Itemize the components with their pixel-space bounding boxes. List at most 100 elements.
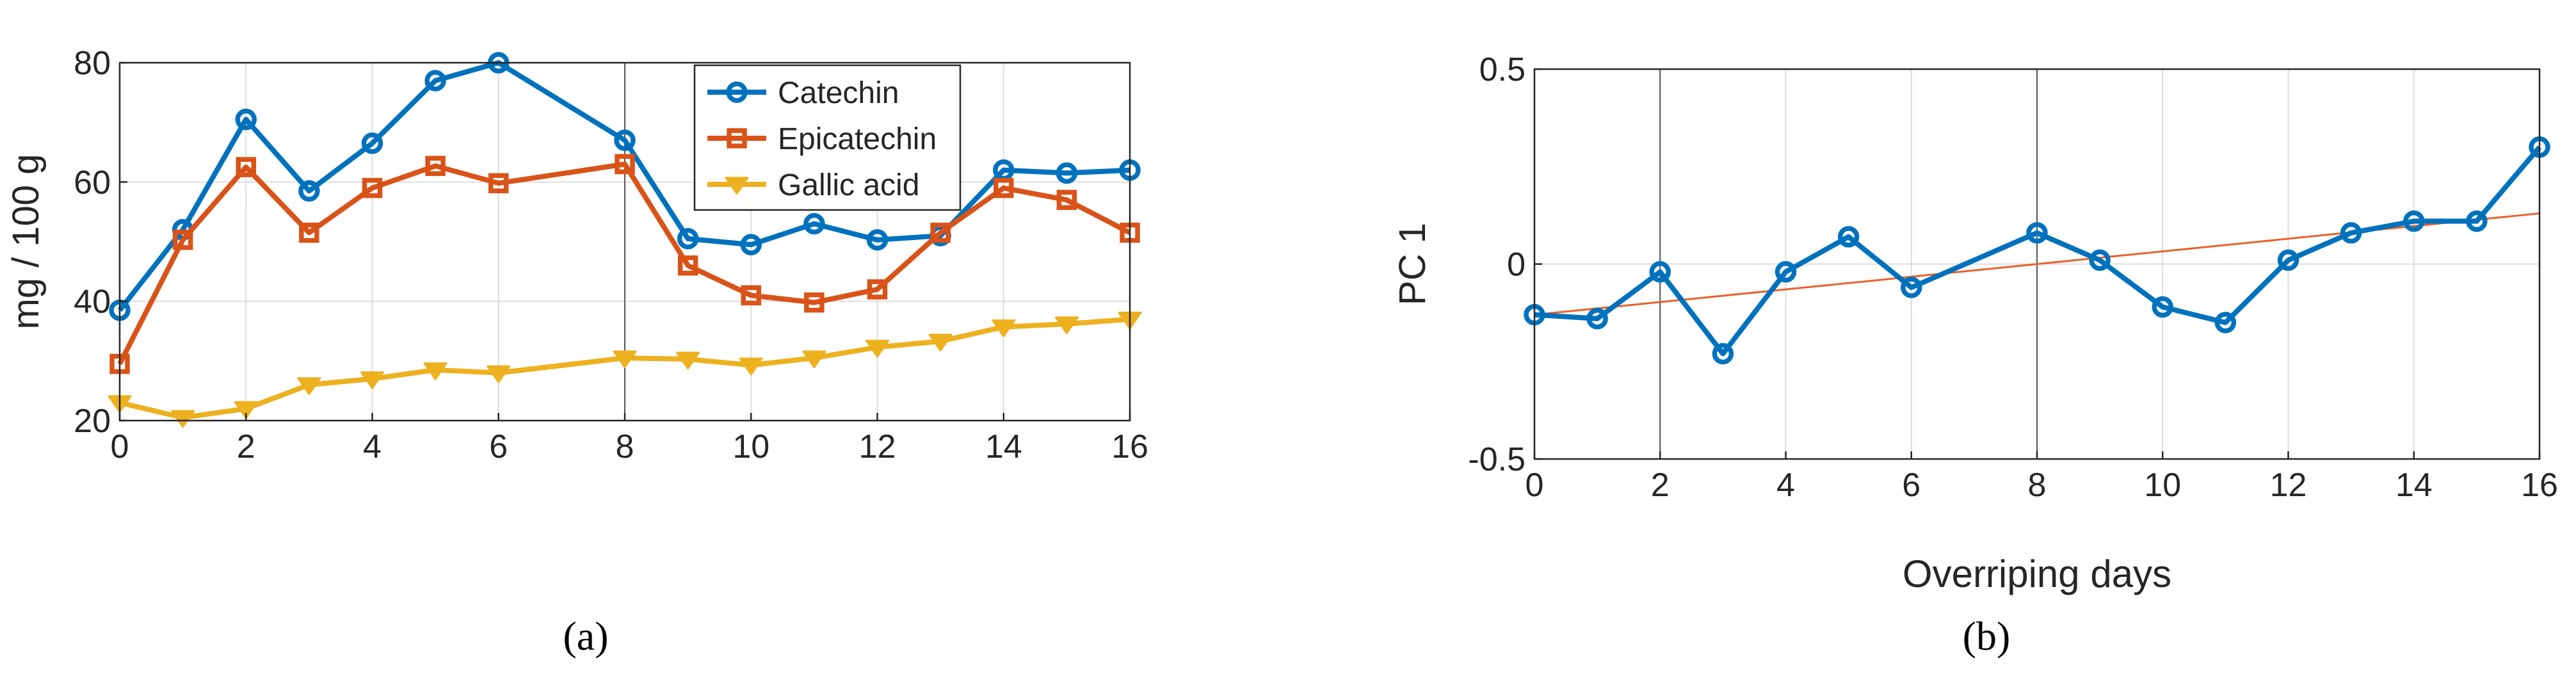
data-point (360, 371, 384, 389)
y-axis-label: PC 1 (1392, 223, 1433, 305)
data-point (865, 339, 889, 358)
data-point (677, 228, 699, 250)
x-tick-label: 6 (489, 428, 508, 465)
data-point (615, 154, 635, 175)
x-tick-label: 0 (1525, 467, 1544, 504)
data-point (741, 285, 761, 306)
data-point (1054, 316, 1079, 335)
data-point (992, 319, 1016, 337)
data-point (361, 133, 383, 154)
data-point (425, 156, 446, 176)
x-tick-label: 8 (616, 428, 634, 465)
data-point (299, 222, 319, 243)
series-epicatechin (109, 154, 1140, 374)
data-point (172, 229, 193, 250)
legend-swatch-marker (725, 177, 749, 195)
data-point (2214, 312, 2237, 334)
x-tick-label: 14 (2395, 467, 2433, 504)
data-point (1712, 342, 1734, 365)
data-point (866, 229, 889, 251)
data-point (803, 213, 825, 235)
x-tick-label: 16 (1111, 428, 1148, 465)
y-tick-label: 20 (74, 403, 111, 440)
data-point (613, 350, 637, 369)
data-point (1056, 162, 1078, 184)
chart-a: 0 2 4 6 8 10 12 14 16 20 40 60 80 mg / 100 g Catechin E… (5, 45, 1148, 465)
data-point (804, 292, 825, 313)
y-tick-label: -0.5 (1468, 441, 1525, 478)
legend-item: Catechin (707, 76, 899, 110)
x-tick-label: 14 (985, 428, 1022, 465)
data-point (298, 180, 320, 202)
data-point (362, 177, 383, 198)
x-tick-label: 12 (2270, 467, 2307, 504)
data-point (424, 70, 446, 92)
x-tick-label: 2 (1651, 467, 1670, 504)
y-axis-label: mg / 100 g (5, 154, 47, 329)
data-point (2152, 296, 2173, 318)
y-tick-label: 0 (1507, 246, 1525, 284)
panel-a-caption: (a) (563, 613, 608, 659)
data-point (2277, 249, 2299, 271)
series-gallic-acid (108, 311, 1142, 428)
data-point (739, 357, 763, 376)
data-point (930, 222, 951, 243)
x-axis-label: Overriping days (1903, 552, 2171, 595)
data-point (677, 255, 698, 276)
data-point (1649, 261, 1671, 283)
x-tick-label: 12 (859, 428, 896, 465)
data-point (1901, 277, 1922, 298)
data-point (1837, 226, 1860, 248)
legend-item: Epicatechin (707, 122, 937, 156)
legend-swatch-marker (727, 128, 747, 149)
legend-item: Gallic acid (707, 168, 919, 202)
x-tick-label: 8 (2028, 467, 2047, 504)
data-point (2466, 210, 2488, 232)
legend-swatch-marker (726, 81, 748, 103)
data-point (234, 401, 258, 419)
x-tick-label: 2 (237, 428, 255, 465)
data-point (171, 410, 195, 428)
data-point (488, 173, 509, 193)
data-point (802, 350, 826, 369)
series-line (119, 316, 1131, 421)
x-tick-label: 10 (2144, 467, 2181, 504)
y-tick-label: 80 (74, 45, 111, 82)
data-point (614, 129, 636, 151)
x-tick-label: 0 (111, 428, 129, 465)
legend: Catechin Epicatechin Gallic acid (693, 64, 962, 211)
data-point (676, 351, 700, 369)
y-tick-label: 0.5 (1479, 51, 1525, 88)
data-point (1056, 189, 1077, 211)
legend-label: Epicatechin (778, 122, 937, 156)
panel-b-caption: (b) (1963, 613, 2011, 659)
data-point (867, 279, 888, 300)
data-point (2026, 222, 2048, 244)
data-point (2089, 249, 2111, 271)
data-point (236, 157, 256, 177)
y-tick-label: 60 (74, 164, 111, 201)
data-point (2403, 210, 2425, 232)
x-tick-label: 4 (1776, 467, 1795, 504)
data-point (1775, 261, 1797, 283)
legend-label: Catechin (778, 76, 899, 110)
data-point (994, 177, 1014, 198)
data-point (235, 108, 257, 131)
y-tick-label: 40 (74, 284, 111, 321)
legend-label: Gallic acid (778, 168, 919, 202)
data-point (423, 362, 447, 380)
x-tick-label: 6 (1902, 467, 1920, 504)
data-point (928, 334, 953, 352)
x-tick-label: 10 (732, 428, 769, 465)
x-tick-label: 4 (363, 428, 382, 465)
data-point (1586, 308, 1608, 330)
series-line (1534, 145, 2542, 357)
data-point (487, 365, 511, 383)
data-point (740, 234, 762, 255)
series-line (117, 161, 1131, 366)
series-line (117, 60, 1131, 312)
data-point (297, 377, 321, 396)
